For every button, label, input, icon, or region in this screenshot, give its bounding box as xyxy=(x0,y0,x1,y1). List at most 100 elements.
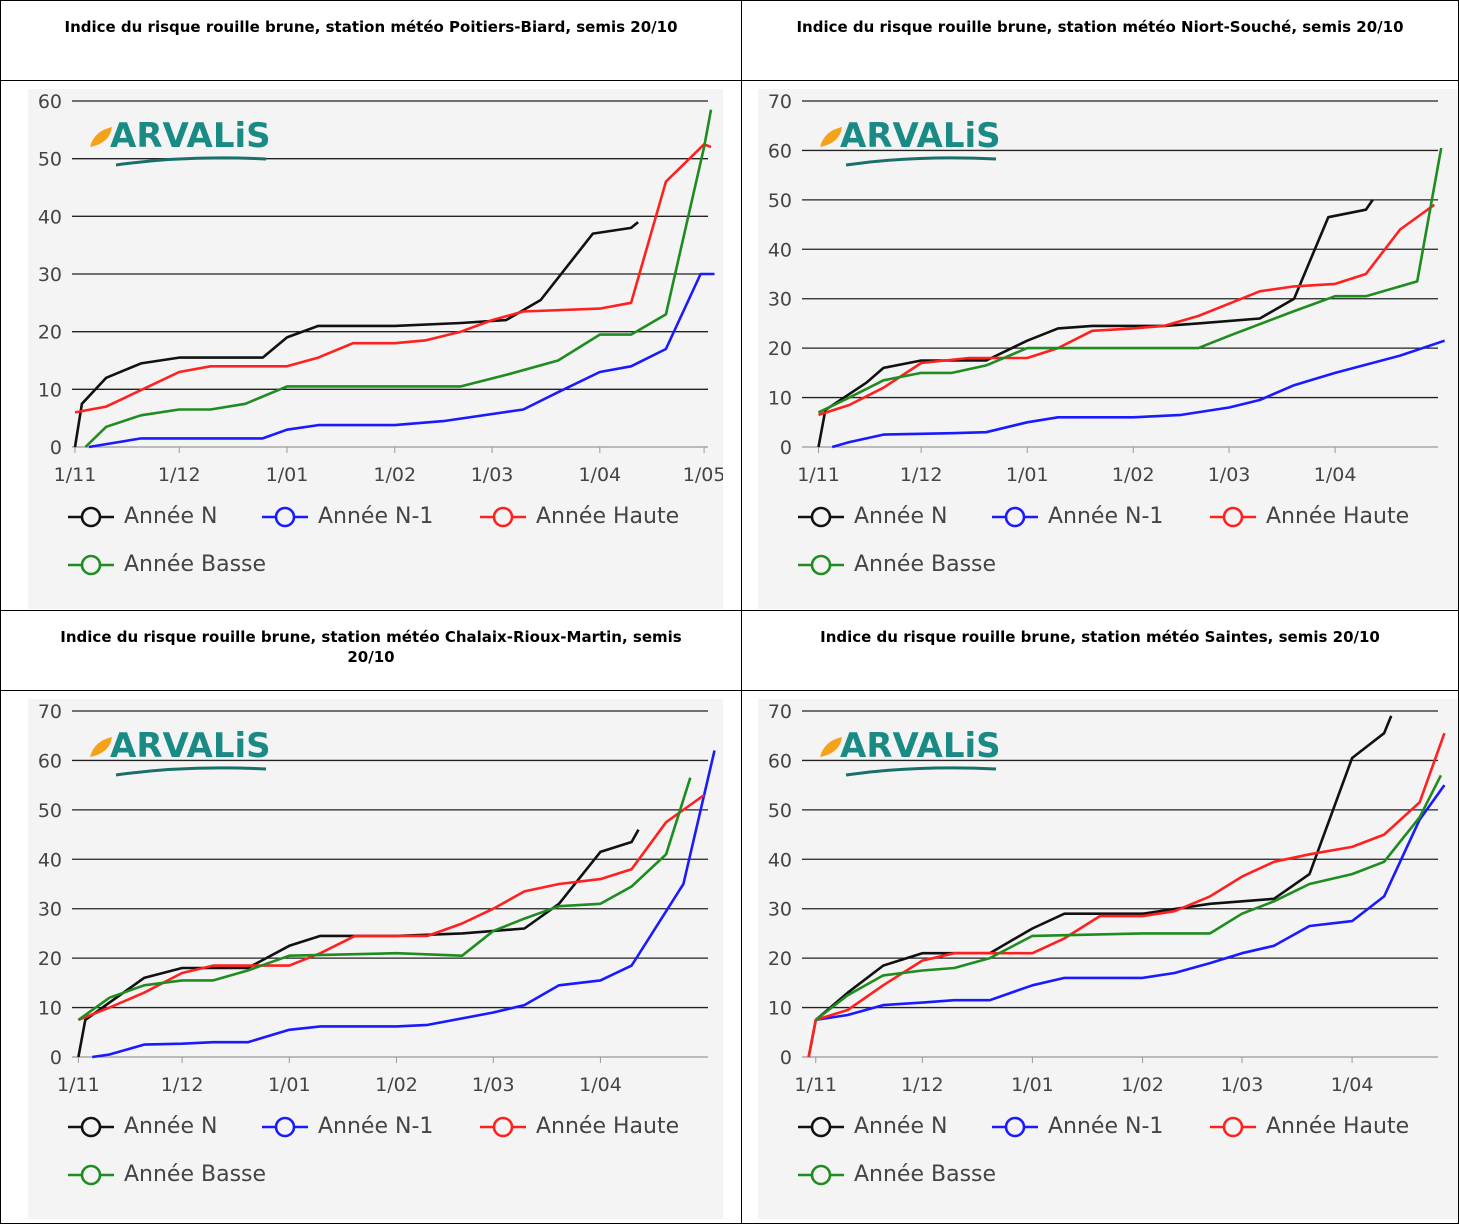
series-line xyxy=(831,339,1446,449)
chart-cell: 0 10 20 30 40 50 60 70 1/11 1/12 1/01 1/02 1/03 1/04 A… xyxy=(741,690,1459,1224)
chart-title: Indice du risque rouille brune, station … xyxy=(796,18,1404,36)
chart: 0 10 20 30 40 50 60 70 1/11 1/12 1/01 1/02 1/03 1/04 A… xyxy=(38,701,716,1187)
series-line xyxy=(807,732,1446,1058)
chart-area: 0 10 20 30 40 50 60 70 1/11 1/12 1/01 1/02 1/03 1/04 A… xyxy=(758,699,1458,1219)
y-tick-label: 0 xyxy=(50,437,62,459)
y-tick-label: 20 xyxy=(768,338,792,360)
x-tick-label: 1/12 xyxy=(900,464,943,486)
series-line xyxy=(815,784,1446,1022)
legend-label: Année Basse xyxy=(124,552,266,577)
legend-item: Année N xyxy=(798,1114,947,1139)
legend-item: Année Haute xyxy=(480,504,679,529)
y-tick-label: 30 xyxy=(38,899,62,921)
series-line xyxy=(74,143,712,414)
y-tick-label: 60 xyxy=(38,91,62,113)
x-tick-label: 1/03 xyxy=(472,1074,515,1096)
logo-swoosh xyxy=(845,766,997,777)
logo: ARVALiS xyxy=(840,726,1001,766)
legend-label: Année N-1 xyxy=(1048,1114,1163,1139)
legend-marker xyxy=(810,554,832,576)
x-tick-label: 1/03 xyxy=(471,464,514,486)
legend-marker xyxy=(1004,1116,1026,1138)
x-tick-label: 1/11 xyxy=(57,1074,100,1096)
logo-leaf xyxy=(90,737,112,757)
legend-marker xyxy=(1004,506,1026,528)
series-line xyxy=(84,109,713,448)
x-tick-label: 1/02 xyxy=(1112,464,1155,486)
x-tick-label: 1/04 xyxy=(1331,1074,1374,1096)
chart-cell: 0 10 20 30 40 50 60 70 1/11 1/12 1/01 1/02 1/03 1/04 A… xyxy=(741,80,1459,611)
series-line xyxy=(77,828,640,1058)
series-line xyxy=(92,750,716,1059)
x-tick-label: 1/05 xyxy=(683,464,723,486)
x-tick-label: 1/04 xyxy=(579,1074,622,1096)
logo-swoosh xyxy=(845,156,997,167)
chart-title: Indice du risque rouille brune, station … xyxy=(820,628,1380,646)
title-cell: Indice du risque rouille brune, station … xyxy=(0,610,742,691)
logo-leaf xyxy=(820,127,842,147)
legend-item: Année N xyxy=(68,504,217,529)
legend-marker xyxy=(274,1116,296,1138)
logo-leaf xyxy=(90,127,112,147)
title-cell: Indice du risque rouille brune, station … xyxy=(741,0,1459,81)
y-tick-label: 20 xyxy=(38,322,62,344)
chart-cell: 0 10 20 30 40 50 60 1/11 1/12 1/01 1/02 1/03 1/04 1/0… xyxy=(0,80,742,611)
y-tick-label: 40 xyxy=(38,849,62,871)
legend-label: Année N xyxy=(124,504,217,529)
logo: ARVALiS xyxy=(110,726,271,766)
x-tick-label: 1/01 xyxy=(1006,464,1049,486)
chart-cell: 0 10 20 30 40 50 60 70 1/11 1/12 1/01 1/02 1/03 1/04 A… xyxy=(0,690,742,1224)
y-tick-label: 30 xyxy=(768,899,792,921)
legend-marker xyxy=(80,506,102,528)
y-tick-label: 0 xyxy=(780,437,792,459)
x-tick-label: 1/03 xyxy=(1221,1074,1264,1096)
legend-label: Année N xyxy=(854,1114,947,1139)
x-tick-label: 1/02 xyxy=(1121,1074,1164,1096)
y-tick-label: 50 xyxy=(768,190,792,212)
legend-marker xyxy=(1222,506,1244,528)
legend-label: Année N-1 xyxy=(318,1114,433,1139)
series-line xyxy=(817,147,1443,414)
y-tick-label: 0 xyxy=(780,1047,792,1069)
y-tick-label: 70 xyxy=(768,91,792,113)
legend-item: Année N-1 xyxy=(262,1114,433,1139)
series-line xyxy=(815,774,1443,1021)
chart-title: Indice du risque rouille brune, station … xyxy=(60,628,682,666)
legend-label: Année Haute xyxy=(536,504,679,529)
y-tick-label: 70 xyxy=(38,701,62,723)
legend-item: Année Basse xyxy=(798,552,996,577)
legend-item: Année N-1 xyxy=(262,504,433,529)
title-cell: Indice du risque rouille brune, station … xyxy=(741,610,1459,691)
legend-item: Année Haute xyxy=(1210,504,1409,529)
x-tick-label: 1/11 xyxy=(794,1074,837,1096)
chart-title: Indice du risque rouille brune, station … xyxy=(64,18,678,36)
x-tick-label: 1/01 xyxy=(268,1074,311,1096)
chart-area: 0 10 20 30 40 50 60 70 1/11 1/12 1/01 1/02 1/03 1/04 A… xyxy=(28,699,723,1219)
y-tick-label: 50 xyxy=(38,800,62,822)
chart-area: 0 10 20 30 40 50 60 1/11 1/12 1/01 1/02 1/03 1/04 1/0… xyxy=(28,89,723,609)
series-line xyxy=(77,777,692,1021)
legend-item: Année N-1 xyxy=(992,1114,1163,1139)
legend-item: Année N xyxy=(798,504,947,529)
x-tick-label: 1/12 xyxy=(161,1074,204,1096)
legend-label: Année N-1 xyxy=(1048,504,1163,529)
legend-label: Année Haute xyxy=(1266,504,1409,529)
x-tick-label: 1/12 xyxy=(158,464,201,486)
legend-marker xyxy=(810,506,832,528)
legend-item: Année Haute xyxy=(480,1114,679,1139)
legend-label: Année N xyxy=(854,504,947,529)
series-line xyxy=(73,221,639,448)
legend-label: Année Haute xyxy=(536,1114,679,1139)
legend-item: Année Basse xyxy=(68,1162,266,1187)
x-tick-label: 1/03 xyxy=(1208,464,1251,486)
legend-item: Année Basse xyxy=(798,1162,996,1187)
chart: 0 10 20 30 40 50 60 70 1/11 1/12 1/01 1/02 1/03 1/04 A… xyxy=(768,91,1446,577)
logo-leaf xyxy=(820,737,842,757)
x-tick-label: 1/04 xyxy=(1314,464,1357,486)
legend-label: Année Basse xyxy=(854,552,996,577)
logo: ARVALiS xyxy=(110,116,271,156)
x-tick-label: 1/01 xyxy=(1011,1074,1054,1096)
legend-label: Année N-1 xyxy=(318,504,433,529)
legend-marker xyxy=(80,1164,102,1186)
